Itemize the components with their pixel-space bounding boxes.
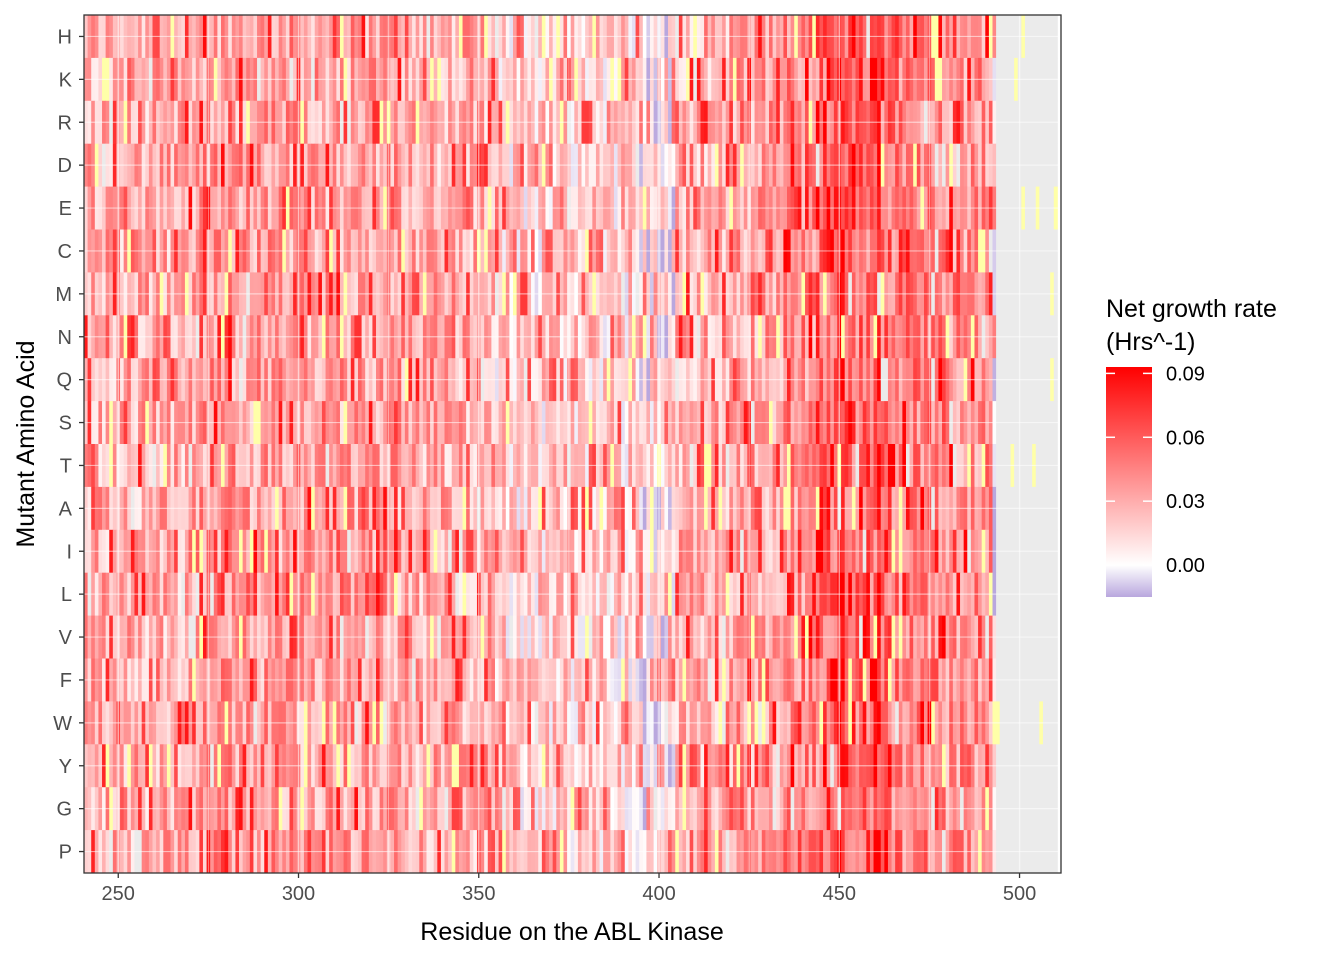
heatmap-cells [84,15,1058,874]
